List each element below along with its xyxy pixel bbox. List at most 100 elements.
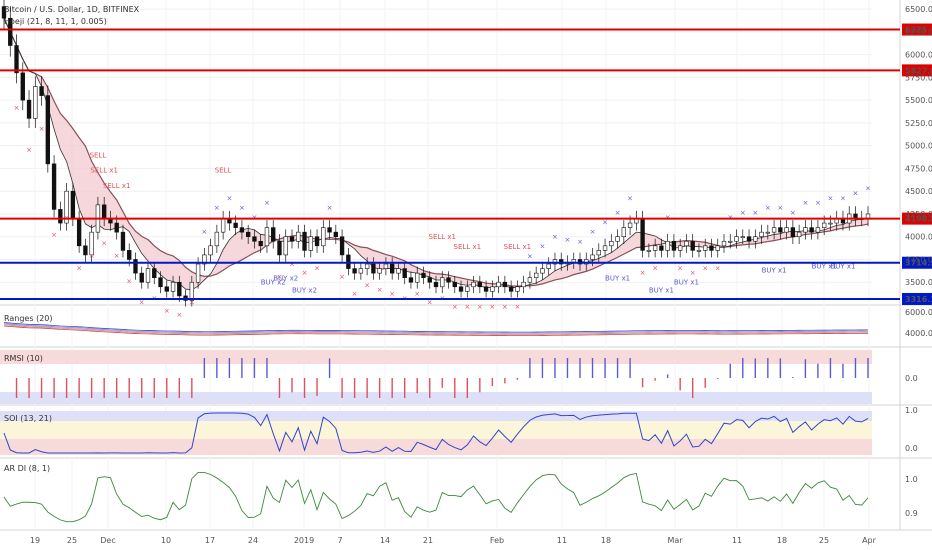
candle-body	[145, 268, 151, 283]
candle-body	[471, 281, 476, 288]
candle-body	[377, 268, 382, 274]
candle-body	[415, 272, 420, 283]
candle-body	[177, 281, 182, 297]
candle-body	[58, 209, 63, 224]
candle-body	[452, 281, 457, 288]
level-label: 6275.7	[905, 26, 932, 35]
stop-marker: ×	[489, 303, 495, 311]
stop-marker: ×	[389, 290, 395, 298]
x-tick-label: 21	[423, 536, 433, 545]
x-tick-label: 7	[337, 536, 342, 545]
candle-body	[358, 268, 364, 274]
candle-body	[483, 286, 489, 292]
candle-body	[477, 281, 483, 288]
candle-body	[127, 250, 132, 260]
level-tag	[902, 256, 932, 269]
stop-marker: ×	[827, 194, 833, 202]
x-tick-label: 19	[30, 536, 40, 545]
rmsi-upper-band	[0, 350, 872, 364]
candle-body	[51, 163, 57, 210]
candle-body	[753, 236, 758, 242]
candle-body	[383, 263, 389, 269]
fast-ma-line	[3, 18, 869, 291]
signal-label: BUY x2	[261, 278, 286, 286]
stop-marker: ×	[126, 277, 132, 285]
candle-body	[740, 236, 745, 239]
x-tick-label: 25	[819, 536, 829, 545]
candle-body	[220, 218, 226, 233]
y-tick-label: 4250.0	[905, 210, 932, 219]
candle-body	[609, 240, 614, 247]
signal-label: SELL x1	[90, 167, 118, 175]
candle-body	[446, 277, 451, 283]
candle-body	[364, 263, 370, 269]
y-tick-label: 5500.0	[905, 96, 932, 105]
candle-body	[14, 45, 19, 74]
candle-body	[659, 245, 664, 251]
candle-body	[746, 236, 752, 242]
range-line	[3, 324, 869, 335]
y-tick-label: 4500.0	[905, 187, 932, 196]
stop-marker: ×	[840, 194, 846, 202]
ardi-label: AR DI (8, 1)	[4, 464, 50, 473]
stop-marker: ×	[627, 194, 633, 202]
candle-body	[8, 17, 13, 46]
candle-body	[527, 277, 533, 283]
signal-label: BUY x1	[649, 286, 674, 294]
x-tick-label: Apr	[862, 536, 877, 545]
stop-marker: ×	[89, 252, 95, 260]
stop-marker: ×	[539, 243, 545, 251]
signal-label: BUY x2	[273, 274, 298, 282]
y-tick-label: 4750.0	[905, 164, 932, 173]
candle-body	[208, 245, 213, 256]
candle-body	[83, 245, 88, 256]
stop-marker: ×	[577, 238, 583, 246]
candle-body	[615, 236, 620, 242]
candle-body	[289, 236, 295, 242]
stop-marker: ×	[364, 282, 370, 290]
candle-body	[421, 272, 426, 278]
candle-body	[652, 245, 658, 251]
stop-marker: ×	[264, 199, 270, 207]
chart-title: Bitcoin / U.S. Dollar, 1D, BITFINEX	[4, 5, 140, 14]
candle-body	[815, 227, 821, 233]
stop-marker: ×	[590, 228, 596, 236]
x-tick-label: 18	[601, 536, 611, 545]
candle-body	[790, 227, 796, 238]
stop-marker: ×	[853, 190, 859, 198]
stop-marker: ×	[76, 265, 82, 273]
rmsi-label: RMSI (10)	[4, 354, 43, 363]
x-tick-label: 25	[67, 536, 77, 545]
soi-lower-band	[0, 439, 872, 455]
candle-body	[45, 95, 51, 165]
stop-marker: ×	[552, 233, 558, 241]
candle-body	[1, 6, 7, 19]
candle-body	[258, 240, 263, 247]
candle-body	[602, 245, 608, 251]
stop-marker: ×	[101, 239, 107, 247]
stop-marker: ×	[327, 204, 333, 212]
stop-marker: ×	[176, 311, 182, 319]
candle-body	[771, 227, 777, 233]
stop-marker: ×	[527, 252, 533, 260]
stop-marker: ×	[51, 231, 57, 239]
candle-body	[759, 231, 764, 238]
stop-marker: ×	[414, 290, 420, 298]
candle-body	[158, 277, 163, 288]
stop-marker: ×	[802, 199, 808, 207]
stop-marker: ×	[477, 303, 483, 311]
candle-body	[89, 231, 94, 256]
level-tag	[902, 212, 932, 225]
x-tick-label: 11	[732, 536, 742, 545]
signal-label: SELL	[90, 151, 107, 159]
candle-body	[189, 281, 195, 301]
signal-label: BUY x1	[605, 274, 630, 282]
range-line	[3, 325, 869, 336]
level-tag	[902, 23, 932, 36]
y-tick-label: 1.0	[905, 406, 918, 415]
candle-body	[76, 218, 82, 247]
candle-body	[271, 227, 276, 242]
stop-marker: ×	[690, 269, 696, 277]
soi-label: SOI (13, 21)	[4, 414, 52, 423]
candle-body	[152, 268, 157, 278]
